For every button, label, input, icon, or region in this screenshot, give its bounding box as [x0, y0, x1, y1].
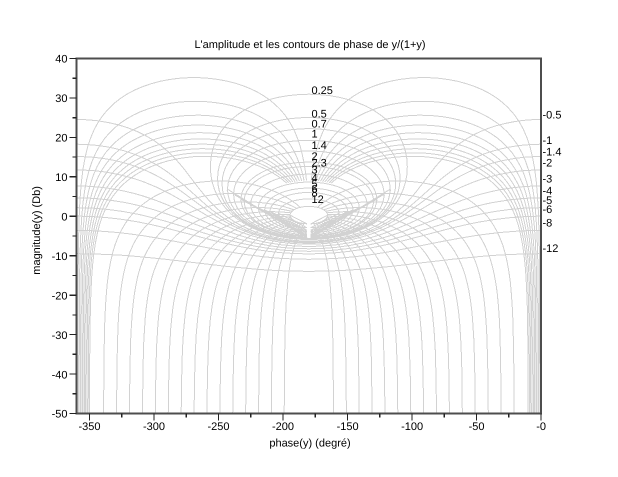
svg-text:0: 0 [61, 212, 67, 224]
svg-text:12: 12 [312, 194, 324, 206]
svg-text:10: 10 [55, 172, 67, 184]
svg-text:1.4: 1.4 [312, 140, 327, 152]
svg-text:-0: -0 [536, 421, 546, 433]
svg-text:-10: -10 [52, 251, 68, 263]
svg-text:phase(y) (degré): phase(y) (degré) [269, 438, 350, 450]
svg-text:-1.4: -1.4 [543, 146, 562, 158]
svg-text:-50: -50 [52, 409, 68, 421]
svg-text:-3: -3 [543, 173, 553, 185]
svg-text:magnitude(y) (Db): magnitude(y) (Db) [31, 186, 43, 275]
svg-text:-150: -150 [337, 421, 359, 433]
svg-text:-5: -5 [543, 195, 553, 207]
svg-text:-2: -2 [543, 158, 553, 170]
svg-text:-50: -50 [469, 421, 485, 433]
svg-text:20: 20 [55, 133, 67, 145]
svg-text:-350: -350 [78, 421, 100, 433]
svg-text:-8: -8 [543, 218, 553, 230]
svg-text:-4: -4 [543, 186, 553, 198]
svg-text:3: 3 [312, 164, 318, 176]
svg-text:40: 40 [55, 54, 67, 66]
svg-text:-12: -12 [543, 243, 559, 255]
svg-text:-40: -40 [52, 369, 68, 381]
svg-text:-100: -100 [401, 421, 423, 433]
svg-text:-300: -300 [143, 421, 165, 433]
svg-text:-1: -1 [543, 135, 553, 147]
svg-text:0.25: 0.25 [312, 85, 333, 97]
svg-text:1: 1 [312, 128, 318, 140]
svg-text:2.3: 2.3 [312, 157, 327, 169]
svg-text:L'amplitude et les contours de: L'amplitude et les contours de phase de … [194, 39, 425, 51]
svg-text:30: 30 [55, 93, 67, 105]
svg-text:2: 2 [312, 151, 318, 163]
svg-text:-200: -200 [272, 421, 294, 433]
svg-text:-6: -6 [543, 204, 553, 216]
svg-text:5: 5 [312, 178, 318, 190]
svg-text:4: 4 [312, 172, 318, 184]
svg-text:8: 8 [312, 187, 318, 199]
svg-text:-0.5: -0.5 [543, 110, 562, 122]
svg-text:-250: -250 [207, 421, 229, 433]
svg-text:0.5: 0.5 [312, 108, 327, 120]
svg-text:6: 6 [312, 183, 318, 195]
svg-text:-30: -30 [52, 330, 68, 342]
svg-text:-20: -20 [52, 290, 68, 302]
svg-text:0.7: 0.7 [312, 118, 327, 130]
